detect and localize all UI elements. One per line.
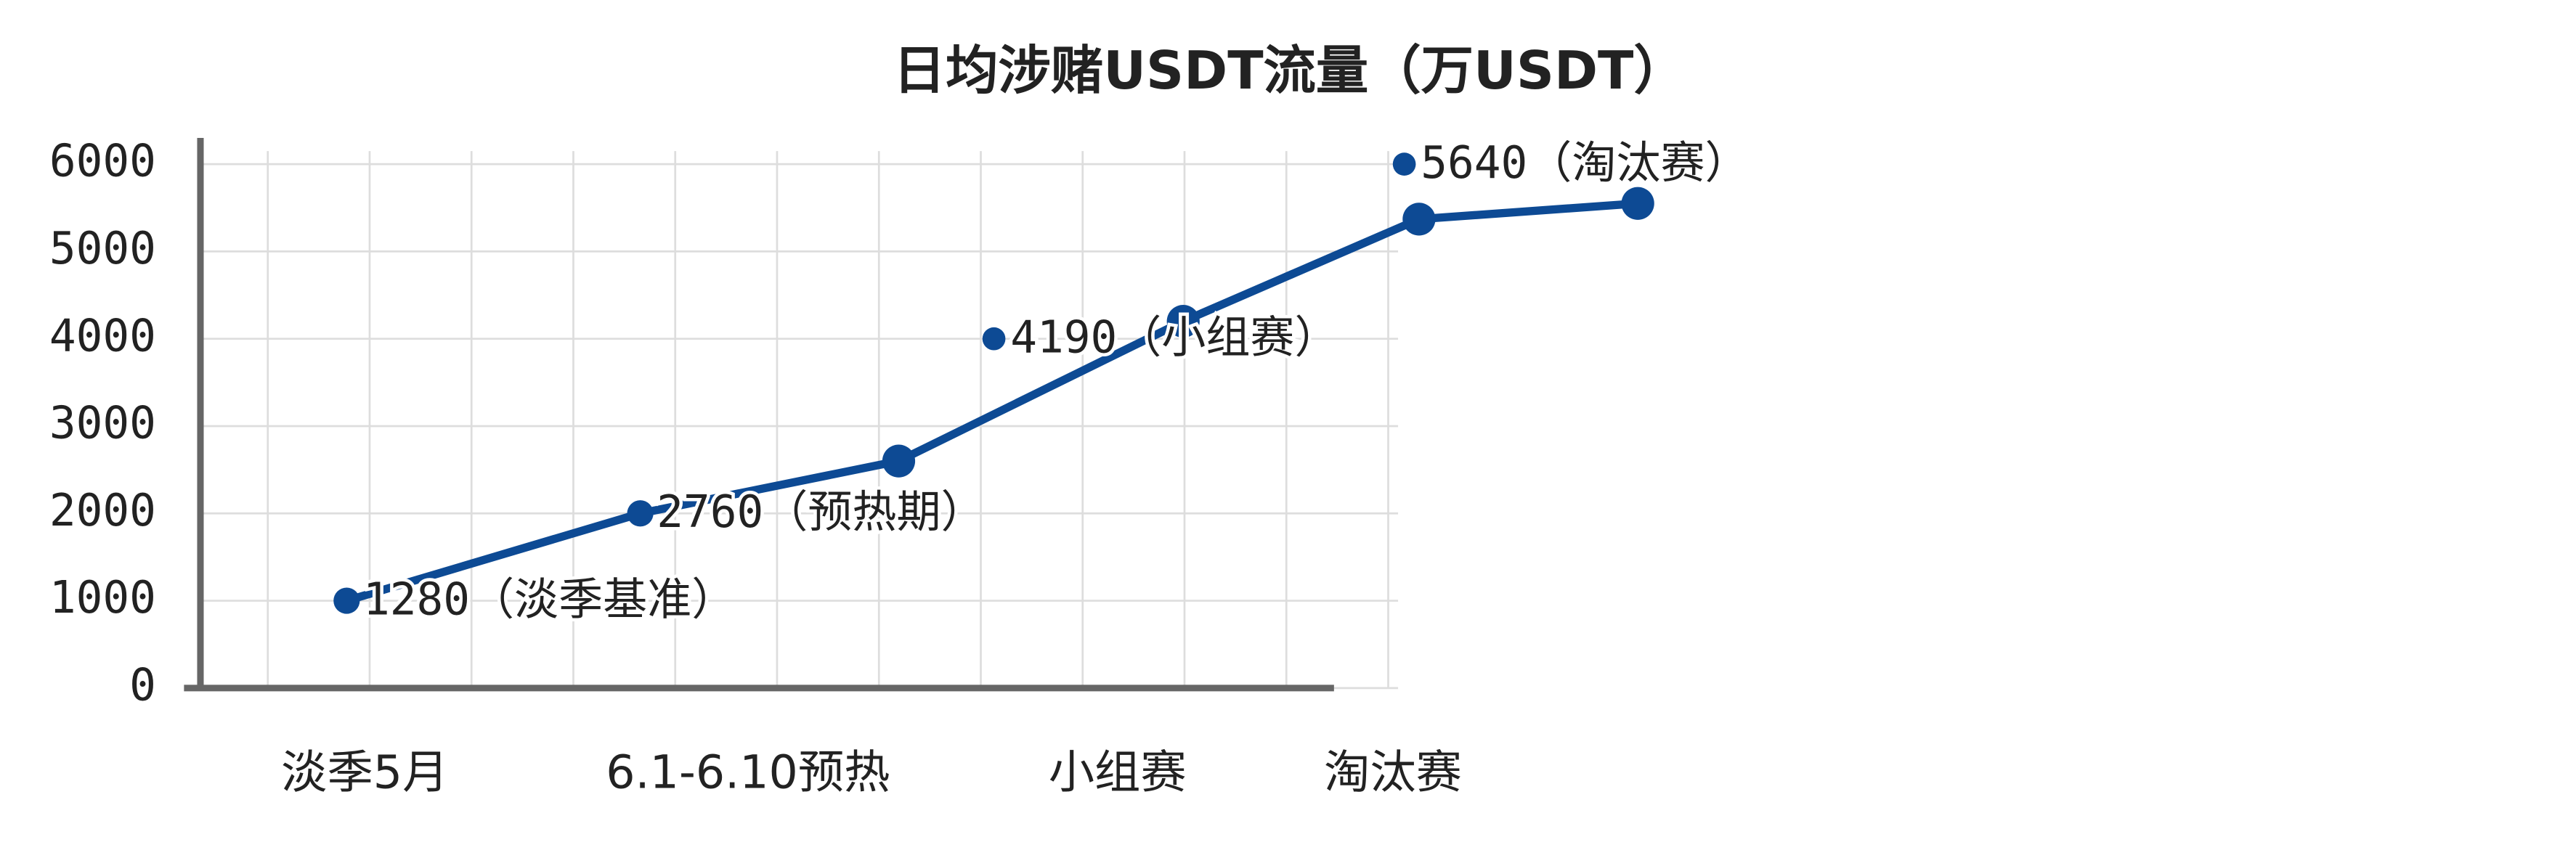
y-tick-label: 3000 [49,398,156,449]
point [1402,203,1436,236]
annotation: 1280（淡季基准） [363,573,736,625]
labeled-point [1392,152,1416,176]
x-tick-label: 淡季5月 [281,745,448,798]
point [1166,305,1200,338]
x-tick-label: 6.1-6.10预热 [606,745,890,798]
y-tick-label: 0 [129,659,156,711]
y-tick-label: 2000 [49,485,156,536]
y-tick-label: 5000 [49,223,156,274]
chart-title: 日均涉赌USDT流量（万USDT） [893,41,1686,102]
point [627,500,654,527]
annotation: 4190（小组赛） [1010,312,1338,364]
annotation: 5640（淘汰赛） [1421,137,1749,189]
y-tick-label: 1000 [49,572,156,624]
x-tick-label: 小组赛 [1049,745,1187,798]
point [1621,187,1654,220]
labeled-point [982,327,1006,351]
line [345,199,1638,605]
annotation: 2760（预热期） [657,486,985,538]
y-tick-label: 4000 [49,310,156,361]
point [333,587,360,614]
x-tick-label: 淘汰赛 [1324,745,1462,798]
point [882,444,916,478]
y-tick-label: 6000 [49,136,156,187]
